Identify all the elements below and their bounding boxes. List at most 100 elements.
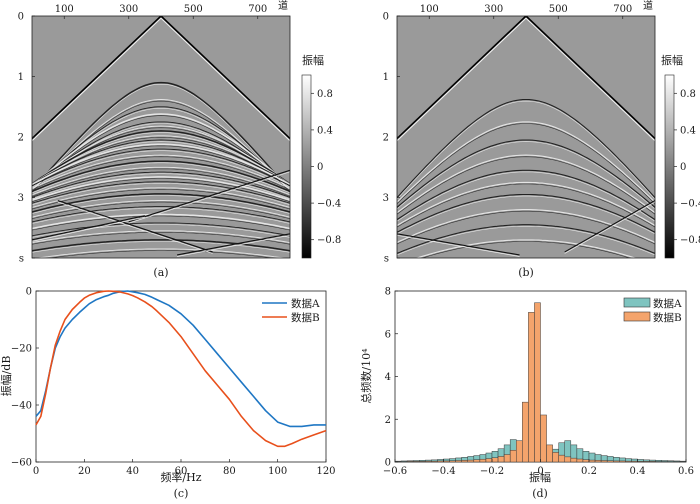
spectrum-lines-c (35, 290, 327, 448)
histogram-bar-b (582, 459, 590, 463)
reflection-event (32, 160, 290, 193)
spectrum-axes-c: 0 20 40 60 80 100 120 0 −20 −40 −60 (11, 287, 336, 478)
histogram-bar-b (594, 460, 602, 463)
seismic-image-b (397, 16, 655, 258)
reflection-event (32, 121, 290, 187)
reflection-event (32, 143, 290, 186)
trace-unit-label-b: 道 (643, 0, 653, 12)
reflection-event-side (397, 156, 655, 215)
colorbar-title-a: 振幅 (302, 53, 324, 67)
histogram-panel-d: −0.6 −0.4 −0.2 0 0.2 0.4 0.6 0 2 4 6 8 数据A 数据B 振幅 总… (359, 287, 694, 501)
histogram-bar-b (461, 460, 469, 463)
seismic-axes-b: 100 300 500 700 0 1 2 3 s (383, 4, 633, 265)
reflection-event (415, 239, 637, 258)
direct-wave-event (525, 17, 655, 142)
y-tick-label: 1 (18, 72, 24, 83)
reflection-event-side (32, 156, 290, 191)
reflection-event (32, 130, 290, 185)
x-tick-label: −0.2 (480, 466, 504, 477)
histogram-axes-d: −0.6 −0.4 −0.2 0 0.2 0.4 0.6 0 2 4 6 8 (383, 287, 694, 478)
reflection-event-side (397, 195, 655, 235)
y-tick-label: 2 (385, 415, 391, 426)
direct-wave-event (525, 16, 655, 140)
colorbar-tick-label: −0.8 (680, 235, 700, 246)
histogram-bar-b (509, 449, 517, 463)
reflection-event (397, 181, 655, 227)
histogram-bar-b (491, 457, 499, 463)
histogram-bar-b (467, 459, 475, 463)
histogram-bar-b (534, 302, 541, 463)
colorbar-tick-label: −0.8 (317, 235, 341, 246)
reflection-event (32, 181, 290, 204)
reflection-event (32, 230, 290, 244)
x-tick-label: 300 (484, 4, 503, 15)
reflection-event (32, 206, 290, 223)
legend-label-b-c: 数据B (291, 311, 320, 324)
histogram-bar-b (485, 458, 493, 463)
colorbar-tick-label: −0.4 (680, 199, 700, 210)
ylabel-d: 总频数/10⁴ (359, 348, 373, 404)
histogram-bar-b (588, 459, 596, 463)
x-tick-label: 100 (268, 466, 287, 477)
legend-swatch-a-d (623, 297, 651, 308)
direct-wave-event (160, 17, 290, 142)
dipping-event (32, 215, 145, 241)
y-tick-label: 6 (385, 329, 391, 340)
x-tick-label: 500 (549, 4, 568, 15)
histogram-bar-b (425, 460, 432, 463)
dipping-event (128, 169, 290, 223)
histogram-bar-b (649, 461, 656, 463)
x-tick-label: 700 (248, 4, 267, 15)
spectrum-line-a (35, 290, 326, 428)
y-tick-label: 3 (383, 193, 389, 204)
reflection-event-side (32, 115, 290, 189)
caption-d: (d) (532, 487, 548, 500)
x-tick-label: 0 (537, 466, 543, 477)
colorbar-ticks-a: 0.8 0.4 0 −0.4 −0.8 (311, 89, 341, 246)
histogram-bar-b (497, 456, 505, 463)
histogram-bar-b (540, 414, 547, 463)
reflection-event (32, 239, 290, 252)
reflection-event (32, 222, 290, 237)
dipping-event-side (32, 216, 145, 242)
dipping-event (564, 200, 655, 253)
colorbar-tick-label: 0 (317, 162, 323, 173)
histogram-bar-b (625, 460, 632, 463)
caption-c: (c) (174, 487, 189, 500)
reflection-event (32, 99, 290, 192)
reflection-event (397, 139, 655, 209)
legend-label-a-d: 数据A (653, 297, 682, 310)
y-tick-label: 4 (385, 372, 391, 383)
reflection-event (32, 125, 290, 185)
reflection-event (32, 200, 290, 218)
reflection-event (397, 193, 655, 233)
histogram-bar-b (516, 440, 523, 463)
reflection-event-side (32, 207, 290, 224)
y-tick-label: −40 (11, 401, 32, 412)
colorbar-tick-label: −0.4 (317, 199, 341, 210)
x-tick-label: 0 (33, 466, 39, 477)
reflection-event-side (397, 183, 655, 228)
x-tick-label: 500 (184, 4, 203, 15)
direct-wave-event (32, 16, 162, 140)
y-tick-label: 0 (385, 458, 391, 469)
y-tick-label: 8 (385, 287, 391, 298)
histogram-bars-d (394, 302, 687, 463)
plot-area-c (35, 290, 327, 463)
reflection-event-side (32, 145, 290, 187)
reflection-event (32, 135, 290, 185)
x-tick-label: 300 (119, 4, 138, 15)
colorbar-tick-label: 0.4 (317, 125, 333, 136)
reflection-event (32, 154, 290, 189)
caption-b: (b) (518, 266, 534, 279)
seismic-panel-a: 100 300 500 700 0 1 2 3 s 道 (a) 振幅 0.8 0.4 0 −0.4 −0… (18, 0, 342, 279)
direct-wave-event (397, 16, 527, 140)
legend-swatch-b-d (623, 311, 651, 322)
histogram-bar-b (564, 456, 572, 463)
reflection-event (32, 187, 290, 208)
xlabel-c: 频率/Hz (160, 470, 201, 484)
reflection-event-side (397, 141, 655, 210)
reflection-event-side (397, 171, 655, 222)
seismic-events-b (397, 16, 655, 258)
